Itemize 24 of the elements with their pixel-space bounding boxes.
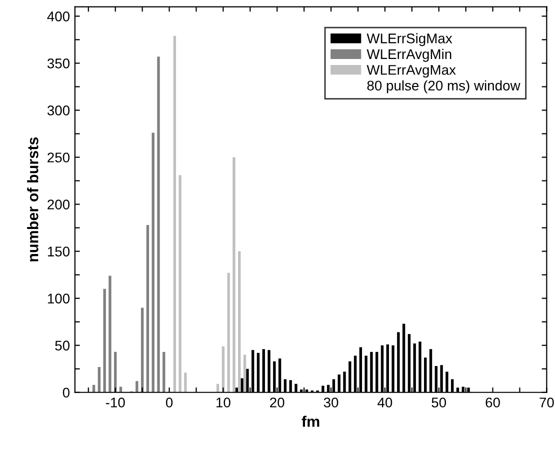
x-tick-label: 20: [270, 398, 284, 408]
y-tick-label: 350: [47, 58, 70, 68]
legend-label: WLErrSigMax: [366, 33, 452, 46]
legend-label: WLErrAvgMax: [366, 65, 456, 78]
y-tick-label: 0: [62, 388, 70, 398]
x-tick-label: 60: [486, 398, 500, 408]
legend-title: 80 pulse (20 ms) window: [367, 80, 520, 94]
y-tick-label: 250: [48, 152, 70, 162]
y-tick-label: 400: [47, 12, 70, 22]
y-tick-label: 200: [48, 200, 70, 210]
y-tick-label: 150: [48, 246, 70, 256]
y-tick-label: 100: [48, 294, 70, 304]
x-tick-label: 50: [432, 398, 446, 408]
y-tick-label: 300: [47, 106, 70, 116]
y-tick-label: 50: [55, 340, 70, 351]
y-axis-title: number of bursts: [27, 137, 38, 262]
x-tick-label: -10: [106, 398, 125, 408]
x-tick-label: 0: [166, 398, 173, 408]
x-axis-title: fm: [302, 416, 320, 427]
legend-label: WLErrAvgMin: [366, 48, 452, 62]
x-tick-label: 30: [324, 398, 338, 408]
x-tick-label: 70: [540, 398, 554, 408]
x-tick-label: 10: [216, 398, 230, 408]
x-tick-label: 40: [378, 398, 392, 408]
